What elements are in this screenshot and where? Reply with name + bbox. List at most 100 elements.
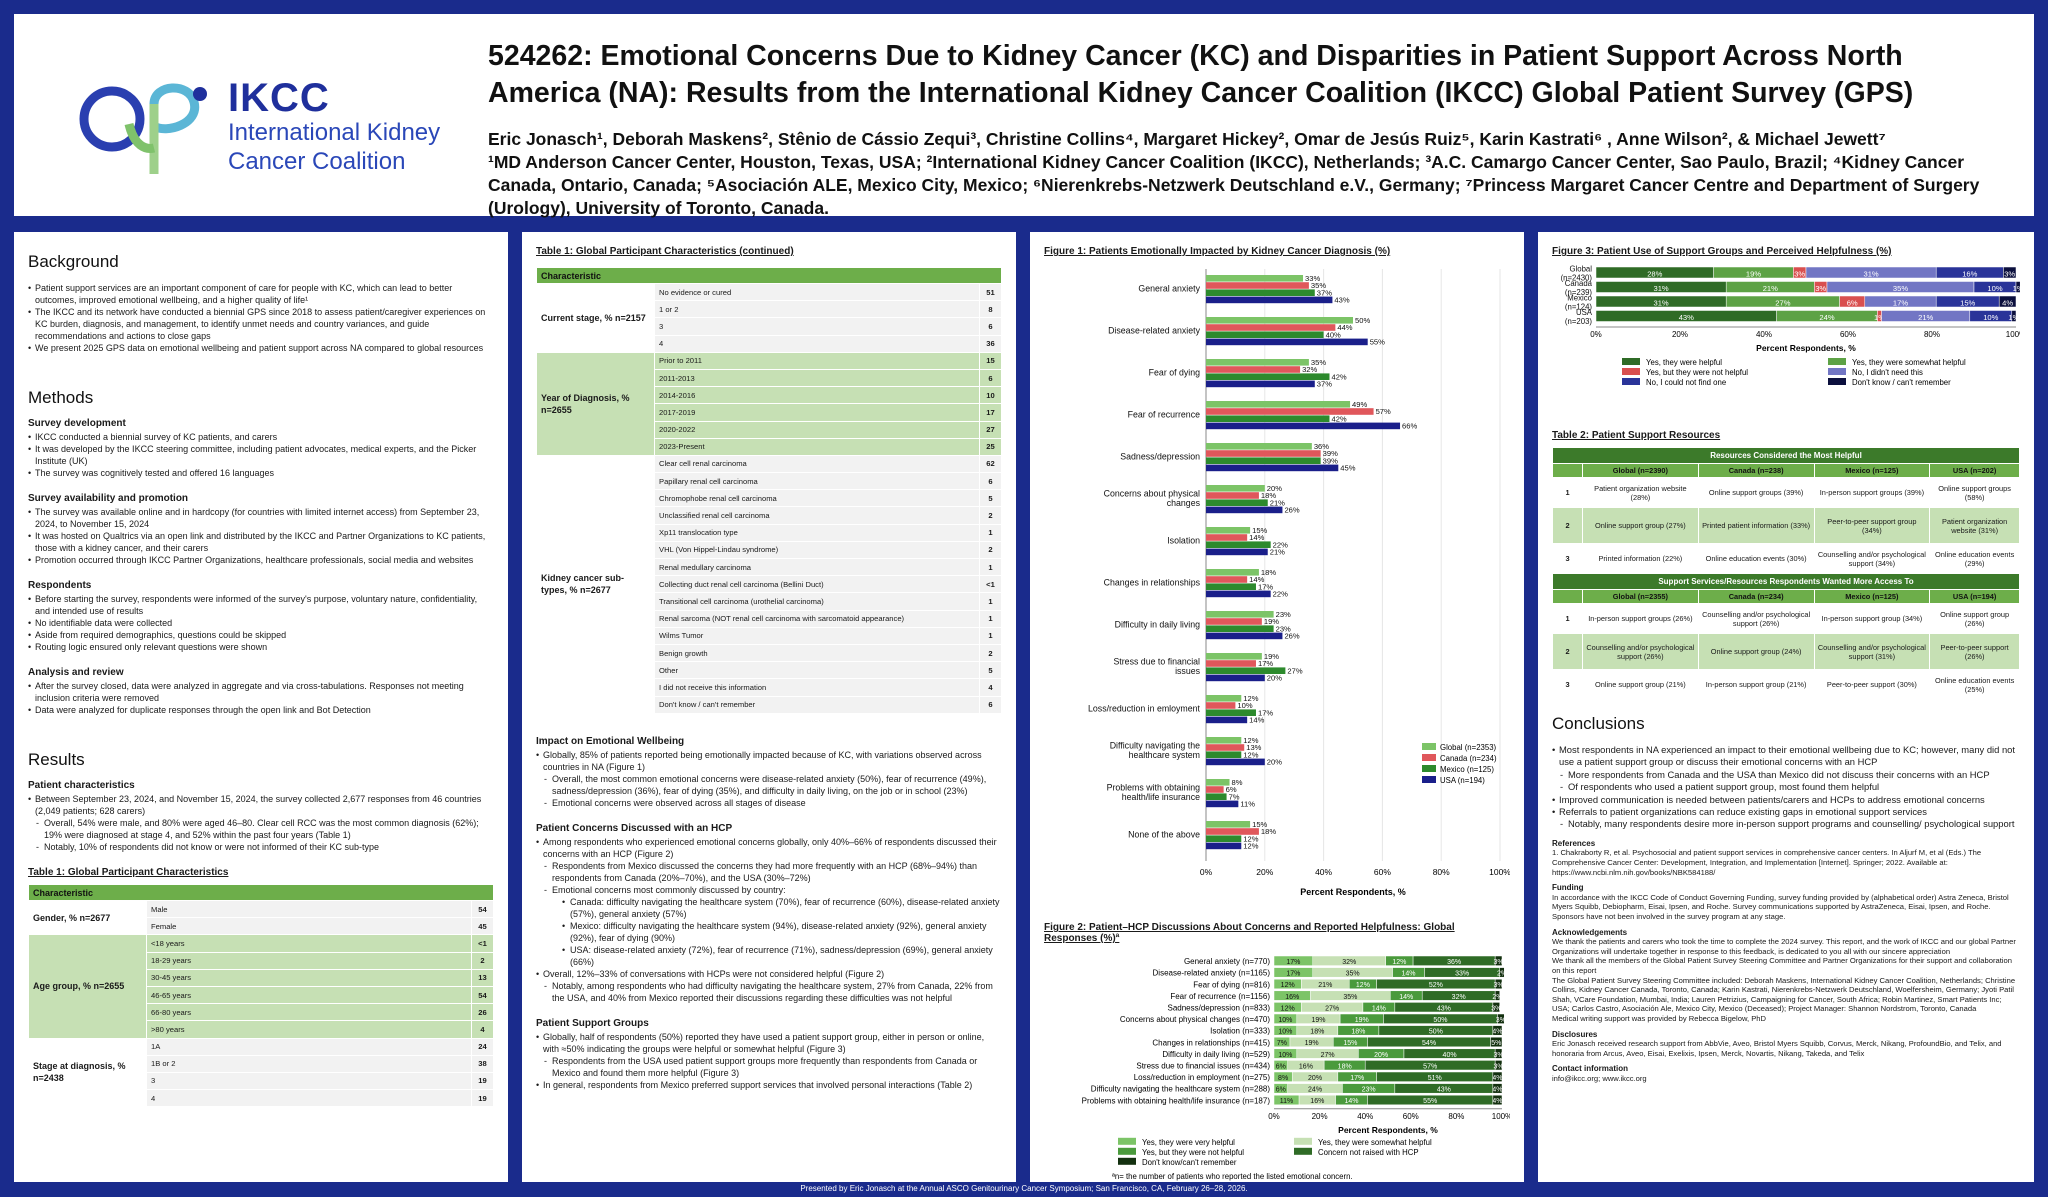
list-item: It was developed by the IKCC steering co… <box>28 443 494 467</box>
legend-label: Mexico (n=125) <box>1440 765 1494 774</box>
funding-text: In accordance with the IKCC Code of Cond… <box>1552 892 2009 921</box>
segment-label: 7% <box>1277 1040 1287 1047</box>
data-label: 27% <box>1287 666 1302 675</box>
table-row: Stage at diagnosis, % n=2438 1A 24 <box>28 1037 494 1108</box>
panel-figures-1-2: Figure 1: Patients Emotionally Impacted … <box>1030 232 1524 1182</box>
category-cell: 2020-2022 <box>654 420 980 439</box>
list-item: Notably, many respondents desire more in… <box>1552 818 2020 831</box>
ack-text-1: We thank the patients and carers who too… <box>1552 937 2016 956</box>
category-cell: 2017-2019 <box>654 403 980 422</box>
category-label: Global (n=2430) <box>1561 265 1593 283</box>
references-heading: References <box>1552 838 1596 848</box>
concerns-list: Among respondents who experienced emotio… <box>536 836 1002 1004</box>
table-header: Characteristic <box>536 267 1002 284</box>
list-item: Promotion occurred through IKCC Partner … <box>28 554 494 566</box>
data-label: 11% <box>1240 800 1255 809</box>
list-item: Improved communication is needed between… <box>1552 794 2020 807</box>
segment-label: 55% <box>1423 1098 1437 1105</box>
results-pc-title: Patient characteristics <box>28 780 135 791</box>
category-cell: 2014-2016 <box>654 386 980 405</box>
list-item: Aside from required demographics, questi… <box>28 629 494 641</box>
value-cell: 6 <box>979 695 1002 714</box>
legend-swatch <box>1294 1137 1312 1145</box>
segment-label: 20% <box>1308 1075 1322 1082</box>
category-label: Stress due to financial issues <box>1113 657 1200 677</box>
column-header: USA (n=202) <box>1929 463 2020 478</box>
stack-segment <box>1492 1071 1503 1082</box>
segment-label: 50% <box>1429 1029 1443 1036</box>
category-cell: 4 <box>654 334 980 353</box>
data-label: 50% <box>1355 316 1370 325</box>
value-cell: <1 <box>979 575 1002 594</box>
list-item: Before starting the survey, respondents … <box>28 593 494 617</box>
table-row: Collecting duct renal cell carcinoma (Be… <box>537 575 1002 594</box>
bar <box>1206 569 1259 576</box>
category-cell: 18-29 years <box>146 951 472 970</box>
fig1-title: Figure 1: Patients Emotionally Impacted … <box>1044 246 1391 257</box>
category-cell: 1A <box>146 1037 472 1056</box>
data-label: 40% <box>1326 330 1341 339</box>
category-label: Fear of dying (n=816) <box>1193 980 1270 989</box>
bar <box>1206 653 1262 660</box>
value-cell: 19 <box>471 1071 494 1091</box>
segment-label: 6% <box>1276 1063 1286 1070</box>
category-label: Sadness/depression (n=833) <box>1167 1004 1270 1013</box>
data-label: 57% <box>1376 407 1391 416</box>
table-row: Chromophobe renal cell carcinoma 5 <box>537 489 1002 508</box>
legend-swatch <box>1828 378 1846 385</box>
fig3-chart: Global (n=2430) 28% 19% 3% 31% 16% 3% Canada (n=2… <box>1561 265 2027 387</box>
data-label: 22% <box>1273 540 1288 549</box>
table-band: Support Services/Resources Respondents W… <box>1552 573 2020 590</box>
list-item: Emotional concerns most commonly discuss… <box>536 884 1002 896</box>
bar <box>1206 485 1265 492</box>
table-row: 1 Patient organization website (28%) Onlin… <box>1552 477 2020 508</box>
segment-label: 35% <box>1893 284 1908 293</box>
segment-label: 43% <box>1679 313 1694 322</box>
table2-title: Table 2: Patient Support Resources <box>1552 430 1721 441</box>
value-cell: 4 <box>979 678 1002 697</box>
segment-label: 12% <box>1356 982 1370 989</box>
category-label: Isolation <box>1167 535 1200 545</box>
ack-text-3: The Global Patient Survey Steering Commi… <box>1552 975 2016 1014</box>
list-item: Overall, 54% were male, and 80% were age… <box>28 817 494 841</box>
value-cell: 4 <box>471 1020 494 1039</box>
value-cell: 25 <box>979 437 1002 456</box>
legend-label: No, I didn't need this <box>1852 368 1923 377</box>
segment-label: 16% <box>1962 269 1977 278</box>
impact-title: Impact on Emotional Wellbeing <box>536 735 685 747</box>
bar <box>1206 541 1271 548</box>
category-cell: 2023-Present <box>654 437 980 456</box>
bar <box>1206 842 1242 850</box>
bar <box>1206 499 1268 506</box>
bar <box>1206 548 1268 556</box>
data-label: 26% <box>1284 632 1299 641</box>
table-row: Age group, % n=2655 <18 years <1 <box>28 934 494 1039</box>
data-label: 42% <box>1331 372 1346 381</box>
table-row: Transitional cell carcinoma (urothelial … <box>537 592 1002 611</box>
ikcc-logo-icon <box>79 83 207 174</box>
segment-label: 14% <box>1402 971 1416 978</box>
data-label: 15% <box>1252 526 1267 535</box>
table-cell: Peer-to-peer support (30%) <box>1813 669 1931 700</box>
category-label: Mexico (n=124) <box>1565 294 1593 312</box>
category-label: General anxiety <box>1138 283 1200 293</box>
logo-abbr: IKCC <box>228 76 330 120</box>
methods-s4-list: After the survey closed, data were analy… <box>28 680 494 716</box>
category-cell: Female <box>146 917 472 936</box>
table-cell: In-person support groups (26%) <box>1582 603 1699 634</box>
data-label: 32% <box>1302 365 1317 374</box>
category-cell: >80 years <box>146 1020 472 1039</box>
category-cell: 1B or 2 <box>146 1054 472 1073</box>
list-item: Between September 23, 2024, and November… <box>28 793 494 817</box>
panel-table1-impact: Table 1: Global Participant Characterist… <box>522 232 1016 1182</box>
table-row: Kidney cancer sub-types, % n=2677 Clear c… <box>536 454 1002 714</box>
legend-label: No, I could not find one <box>1646 378 1726 387</box>
segment-label: 12% <box>1281 982 1295 989</box>
segment-label: 15% <box>1343 1040 1357 1047</box>
bar <box>1206 709 1256 716</box>
value-cell: 8 <box>979 300 1002 319</box>
column-header: USA (n=194) <box>1929 589 2020 604</box>
stack-segment <box>1494 1048 1503 1059</box>
list-item: USA: disease-related anxiety (72%), fear… <box>536 944 1002 968</box>
segment-label: 12% <box>1392 959 1406 966</box>
